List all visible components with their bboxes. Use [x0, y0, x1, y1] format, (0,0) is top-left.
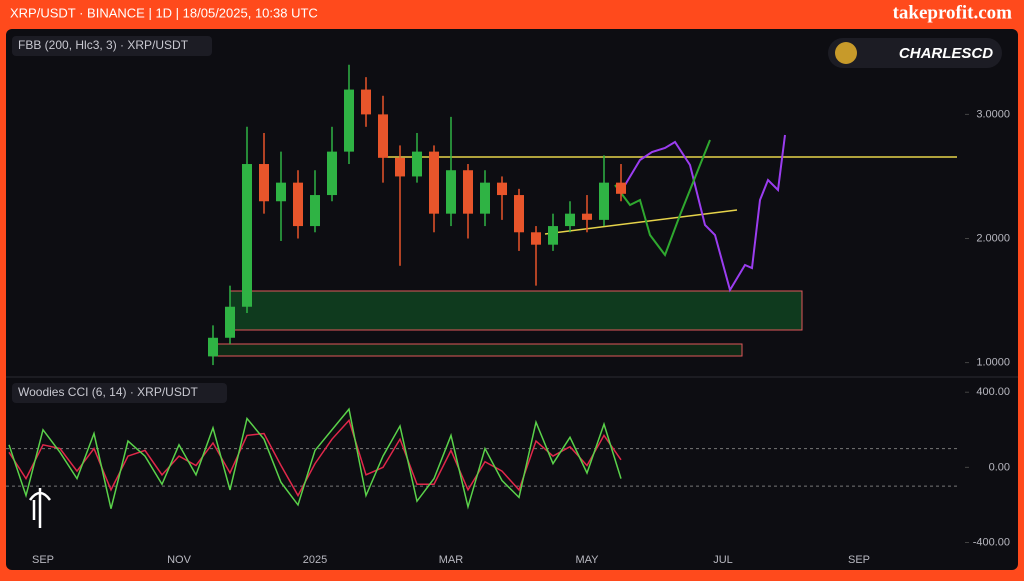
- candle-body: [361, 89, 371, 115]
- y-tick-label: 3.0000: [976, 108, 1010, 120]
- x-tick-label: NOV: [167, 554, 192, 566]
- y-tick-label: 400.00: [976, 386, 1010, 398]
- cci-panel-title: Woodies CCI (6, 14) · XRP/USDT: [18, 385, 198, 399]
- header-title: XRP/USDT · BINANCE | 1D | 18/05/2025, 10…: [10, 5, 318, 20]
- candle-body: [565, 213, 575, 227]
- author-name: CHARLESCD: [899, 45, 993, 62]
- candle-body: [293, 182, 303, 227]
- candle-body: [242, 164, 252, 307]
- x-tick-label: JUL: [713, 554, 733, 566]
- candle-body: [310, 195, 320, 227]
- candle-body: [616, 182, 626, 194]
- candle-body: [225, 306, 235, 338]
- brand: takeprofit.com: [893, 2, 1013, 23]
- x-tick-label: MAR: [439, 554, 464, 566]
- candle-body: [480, 182, 490, 214]
- y-tick-label: -400.00: [973, 536, 1010, 548]
- candle-body: [497, 182, 507, 196]
- demand-zone: [229, 290, 803, 331]
- candle-body: [599, 182, 609, 220]
- candle-body: [463, 170, 473, 214]
- x-tick-label: SEP: [32, 554, 54, 566]
- candle-body: [259, 164, 269, 202]
- candle-body: [514, 195, 524, 233]
- y-tick-label: 2.0000: [976, 232, 1010, 244]
- candle-body: [327, 151, 337, 196]
- candle-body: [395, 157, 405, 177]
- price-panel-title: FBB (200, Hlc3, 3) · XRP/USDT: [18, 38, 189, 52]
- candle-body: [446, 170, 456, 214]
- indicator-badge: [12, 383, 227, 403]
- projection-path: [621, 134, 786, 293]
- cci-line: [8, 407, 622, 510]
- candle-body: [208, 337, 218, 357]
- indicator-badge: [12, 36, 212, 56]
- x-tick-label: SEP: [848, 554, 870, 566]
- cci-line: [8, 418, 622, 498]
- y-tick-label: 1.0000: [976, 356, 1010, 368]
- candle-body: [429, 151, 439, 214]
- author-avatar: [835, 42, 857, 64]
- candle-body: [344, 89, 354, 152]
- x-tick-label: 2025: [303, 554, 327, 566]
- candle-body: [548, 226, 558, 245]
- x-tick-label: MAY: [575, 554, 599, 566]
- demand-zone: [211, 343, 743, 357]
- trend-line: [544, 209, 738, 235]
- candle-body: [582, 213, 592, 220]
- candle-body: [412, 151, 422, 177]
- candle-body: [378, 114, 388, 158]
- logo: [28, 488, 52, 528]
- author-badge: [828, 38, 1002, 68]
- candle-body: [276, 182, 286, 202]
- candle-body: [531, 232, 541, 245]
- projection-path: [614, 139, 711, 258]
- y-tick-label: 0.00: [989, 461, 1010, 473]
